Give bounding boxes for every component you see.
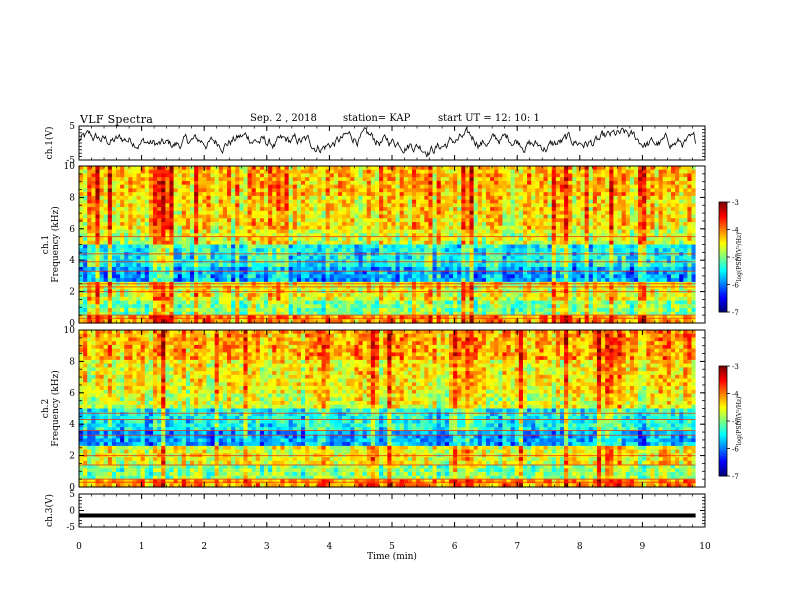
ch1-spectrogram bbox=[79, 166, 705, 324]
ch1-spec-tick-label: 6 bbox=[69, 225, 75, 235]
ch1-spec-tick-label: 10 bbox=[64, 162, 76, 172]
ch2-spec-tick-label: 4 bbox=[69, 420, 75, 430]
colorbar-tick-label: -6 bbox=[732, 282, 739, 290]
ch1-tick-label: -5 bbox=[66, 156, 75, 166]
colorbar-tick-label: -6 bbox=[732, 446, 739, 454]
ch1-tick-label: 5 bbox=[69, 122, 75, 132]
colorbar-tick-label: -4 bbox=[732, 391, 739, 399]
x-tick-label: 9 bbox=[640, 542, 646, 552]
station-label: station= KAP bbox=[343, 113, 411, 124]
ch1-colorbar: -3 -4 -5 -6 -7 log(PSD)(V²/Hz) bbox=[718, 199, 743, 317]
chart-title: VLF Spectra bbox=[80, 113, 154, 126]
ch3-tick-label: -5 bbox=[66, 523, 75, 533]
ch1-spectrogram-ylabel-line: Frequency (kHz) bbox=[50, 206, 61, 283]
colorbar-label: log(PSD)(V²/Hz) bbox=[736, 397, 743, 446]
x-tick-label: 7 bbox=[514, 542, 520, 552]
x-tick-label: 10 bbox=[699, 542, 711, 552]
start-ut-label: start UT = 12: 10: 1 bbox=[438, 113, 540, 124]
no-data-strip bbox=[695, 330, 705, 487]
x-tick-label: 4 bbox=[327, 542, 333, 552]
colorbar-tick-label: -7 bbox=[732, 473, 739, 481]
ch1-waveform-line bbox=[78, 126, 696, 158]
ch1-waveform-ylabel: ch.1(V) bbox=[44, 127, 55, 160]
x-tick-label: 6 bbox=[452, 542, 458, 552]
date-label: Sep. 2 , 2018 bbox=[250, 113, 317, 124]
x-tick-label: 2 bbox=[201, 542, 207, 552]
ch2-spectrogram-ylabel-line: ch.2 bbox=[41, 399, 51, 418]
ch1-waveform-frame bbox=[78, 125, 706, 161]
ch2-spectrogram-ylabel-line: Frequency (kHz) bbox=[50, 370, 61, 447]
ch1-spec-tick-label: 4 bbox=[69, 256, 75, 266]
ch2-spectrogram bbox=[79, 330, 705, 488]
ch1-spectrogram-ylabel: ch.1 Frequency (kHz) bbox=[41, 206, 61, 283]
colorbar-label: log(PSD)(V²/Hz) bbox=[736, 233, 743, 282]
ch1-spec-tick-label: 8 bbox=[69, 193, 75, 203]
ch3-waveform-ylabel: ch.3(V) bbox=[44, 494, 55, 527]
ch1-waveform-ylabel-line: ch.1(V) bbox=[44, 127, 55, 160]
ch2-spec-tick-label: 2 bbox=[69, 452, 75, 462]
ch1-spec-tick-label: 2 bbox=[69, 288, 75, 298]
colorbar-tick-label: -3 bbox=[732, 199, 739, 207]
ch2-spec-tick-label: 0 bbox=[69, 483, 75, 493]
colorbar-label-text: log(PSD)(V²/Hz) bbox=[736, 233, 743, 282]
ch1-spectrogram-ylabel-line: ch.1 bbox=[41, 235, 51, 254]
colorbar-tick-label: -5 bbox=[732, 418, 739, 426]
ch2-spec-tick-label: 6 bbox=[69, 389, 75, 399]
ch2-spectrogram-ylabel: ch.2 Frequency (kHz) bbox=[41, 370, 61, 447]
colorbar-tick-label: -4 bbox=[732, 227, 739, 235]
ch2-spec-tick-label: 10 bbox=[64, 326, 76, 336]
ch1-spec-tick-label: 0 bbox=[69, 319, 75, 329]
ch3-waveform-ylabel-line: ch.3(V) bbox=[44, 494, 55, 527]
x-tick-label: 5 bbox=[389, 542, 395, 552]
ch2-spec-tick-label: 8 bbox=[69, 357, 75, 367]
ch3-tick-label: 5 bbox=[69, 490, 75, 500]
x-tick-label: 0 bbox=[76, 542, 82, 552]
colorbar-label-text: log(PSD)(V²/Hz) bbox=[736, 397, 743, 446]
colorbar-tick-label: -3 bbox=[732, 363, 739, 371]
ch3-tick-label: 0 bbox=[69, 507, 75, 517]
x-axis-label: Time (min) bbox=[367, 551, 417, 562]
colorbar-tick-label: -7 bbox=[732, 309, 739, 317]
no-data-strip bbox=[695, 166, 705, 323]
x-tick-label: 3 bbox=[264, 542, 270, 552]
colorbar-tick-label: -5 bbox=[732, 254, 739, 262]
x-tick-label: 1 bbox=[139, 542, 145, 552]
ch2-colorbar: -3 -4 -5 -6 -7 log(PSD)(V²/Hz) bbox=[718, 363, 743, 481]
x-tick-label: 8 bbox=[577, 542, 583, 552]
